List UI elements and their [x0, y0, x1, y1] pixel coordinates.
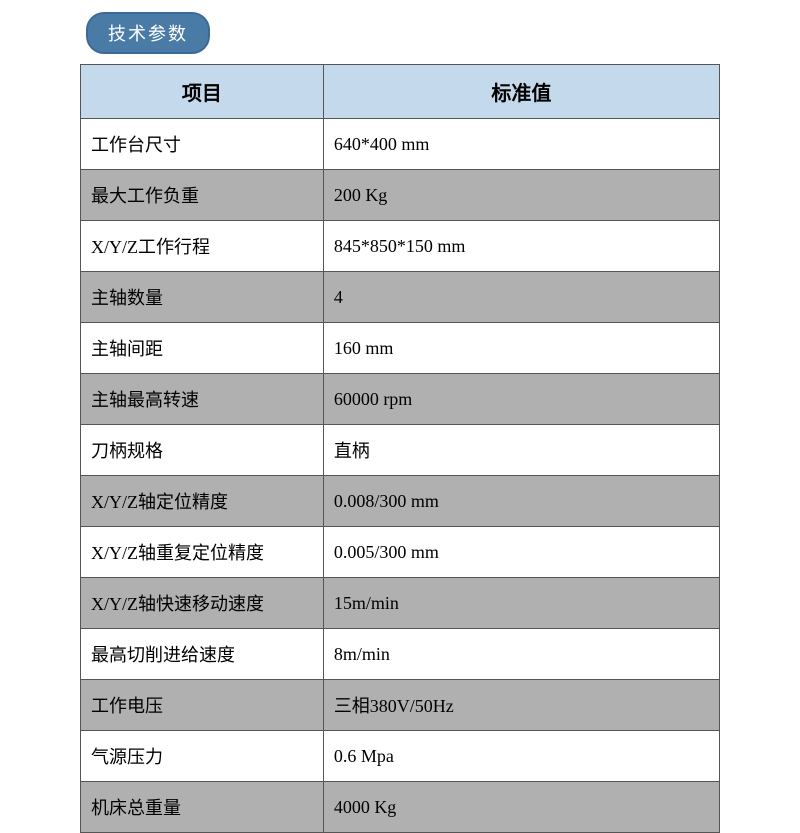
- table-header-row: 项目 标准值: [81, 65, 720, 119]
- cell-value: 160 mm: [323, 323, 719, 374]
- spec-table: 项目 标准值 工作台尺寸 640*400 mm 最大工作负重 200 Kg X/…: [80, 64, 720, 833]
- cell-item: 最大工作负重: [81, 170, 324, 221]
- cell-value: 640*400 mm: [323, 119, 719, 170]
- cell-item: 工作台尺寸: [81, 119, 324, 170]
- cell-item: 刀柄规格: [81, 425, 324, 476]
- table-row: X/Y/Z轴快速移动速度 15m/min: [81, 578, 720, 629]
- table-row: 刀柄规格 直柄: [81, 425, 720, 476]
- cell-value: 15m/min: [323, 578, 719, 629]
- cell-item: 工作电压: [81, 680, 324, 731]
- cell-value: 845*850*150 mm: [323, 221, 719, 272]
- table-row: X/Y/Z轴定位精度 0.008/300 mm: [81, 476, 720, 527]
- table-row: X/Y/Z工作行程 845*850*150 mm: [81, 221, 720, 272]
- title-badge: 技术参数: [86, 12, 210, 54]
- cell-item: X/Y/Z轴快速移动速度: [81, 578, 324, 629]
- cell-value: 200 Kg: [323, 170, 719, 221]
- cell-value: 0.6 Mpa: [323, 731, 719, 782]
- table-row: X/Y/Z轴重复定位精度 0.005/300 mm: [81, 527, 720, 578]
- col-header-value: 标准值: [323, 65, 719, 119]
- cell-value: 直柄: [323, 425, 719, 476]
- cell-item: 主轴数量: [81, 272, 324, 323]
- cell-value: 4: [323, 272, 719, 323]
- table-row: 气源压力 0.6 Mpa: [81, 731, 720, 782]
- cell-item: X/Y/Z轴重复定位精度: [81, 527, 324, 578]
- col-header-item: 项目: [81, 65, 324, 119]
- cell-value: 0.005/300 mm: [323, 527, 719, 578]
- table-row: 主轴数量 4: [81, 272, 720, 323]
- cell-item: 主轴间距: [81, 323, 324, 374]
- cell-item: 主轴最高转速: [81, 374, 324, 425]
- table-row: 最高切削进给速度 8m/min: [81, 629, 720, 680]
- table-row: 工作台尺寸 640*400 mm: [81, 119, 720, 170]
- cell-item: X/Y/Z轴定位精度: [81, 476, 324, 527]
- cell-value: 0.008/300 mm: [323, 476, 719, 527]
- cell-item: 气源压力: [81, 731, 324, 782]
- cell-item: 最高切削进给速度: [81, 629, 324, 680]
- cell-item: 机床总重量: [81, 782, 324, 833]
- table-row: 主轴最高转速 60000 rpm: [81, 374, 720, 425]
- cell-value: 4000 Kg: [323, 782, 719, 833]
- cell-value: 8m/min: [323, 629, 719, 680]
- cell-item: X/Y/Z工作行程: [81, 221, 324, 272]
- table-row: 最大工作负重 200 Kg: [81, 170, 720, 221]
- table-row: 主轴间距 160 mm: [81, 323, 720, 374]
- table-row: 工作电压 三相380V/50Hz: [81, 680, 720, 731]
- cell-value: 60000 rpm: [323, 374, 719, 425]
- table-row: 机床总重量 4000 Kg: [81, 782, 720, 833]
- cell-value: 三相380V/50Hz: [323, 680, 719, 731]
